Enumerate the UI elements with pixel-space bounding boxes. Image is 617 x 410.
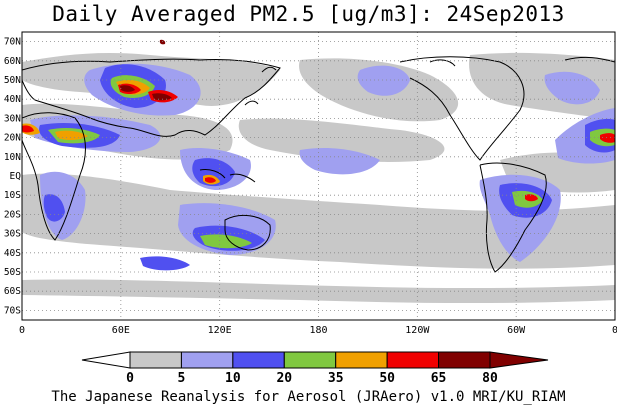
colorbar-swatch <box>129 351 182 369</box>
latitude-label: 70N <box>4 37 21 48</box>
colorbar-tick-label: 50 <box>379 371 395 386</box>
colorbar-tick-label: 10 <box>225 371 241 386</box>
colorbar-swatch <box>283 351 337 369</box>
latitude-label: 20S <box>4 209 21 220</box>
longitude-label: 120E <box>208 325 232 336</box>
colorbar-lower-extension <box>81 351 131 369</box>
latitude-label: 40N <box>4 94 21 105</box>
latitude-label: 10S <box>4 190 21 201</box>
latitude-labels: 70N 60N 50N 40N 30N 20N 10N EQ 10S 20S 30S 40S 50S 60… <box>4 37 21 317</box>
map-title: Daily Averaged PM2.5 [ug/m3]: 24Sep2013 <box>52 2 565 26</box>
longitude-label: 180 <box>309 325 327 336</box>
longitude-label: 0 <box>612 325 617 336</box>
latitude-label: EQ <box>10 171 22 182</box>
pm25-concentration-field <box>22 39 615 304</box>
coastlines <box>22 56 615 273</box>
longitude-label: 60E <box>112 325 130 336</box>
latitude-label: 60N <box>4 56 21 67</box>
latitude-label: 60S <box>4 286 21 297</box>
colorbar-upper-extension <box>489 351 549 369</box>
latitude-label: 30N <box>4 113 21 124</box>
colorbar-swatch <box>232 351 285 369</box>
latitude-label: 50N <box>4 75 21 86</box>
colorbar-swatch <box>386 351 440 369</box>
colorbar-tick-label: 0 <box>126 371 134 386</box>
longitude-label: 0 <box>19 325 25 336</box>
latitude-label: 30S <box>4 229 21 240</box>
latitude-label: 40S <box>4 248 21 259</box>
longitude-labels: 0 60E 120E 180 120W 60W 0 <box>19 325 617 336</box>
colorbar-swatch <box>180 351 234 369</box>
colorbar-swatch <box>335 351 388 369</box>
colorbar-swatch <box>438 351 491 369</box>
colorbar-tick-label: 65 <box>431 371 447 386</box>
colorbar-tick-label: 5 <box>178 371 186 386</box>
latitude-label: 20N <box>4 133 21 144</box>
colorbar-tick-label: 80 <box>482 371 498 386</box>
footer-credit: The Japanese Reanalysis for Aerosol (JRA… <box>51 389 566 405</box>
colorbar-tick-label: 20 <box>276 371 292 386</box>
map-frame <box>21 31 616 321</box>
graticule <box>22 32 615 320</box>
latitude-label: 70S <box>4 305 21 316</box>
longitude-label: 60W <box>507 325 526 336</box>
colorbar-tick-label: 35 <box>328 371 344 386</box>
pm25-level-above-80 <box>120 39 172 101</box>
latitude-label: 10N <box>4 152 21 163</box>
colorbar: 0 5 10 20 35 50 65 80 <box>81 351 549 386</box>
latitude-label: 50S <box>4 267 21 278</box>
longitude-label: 120W <box>405 325 430 336</box>
